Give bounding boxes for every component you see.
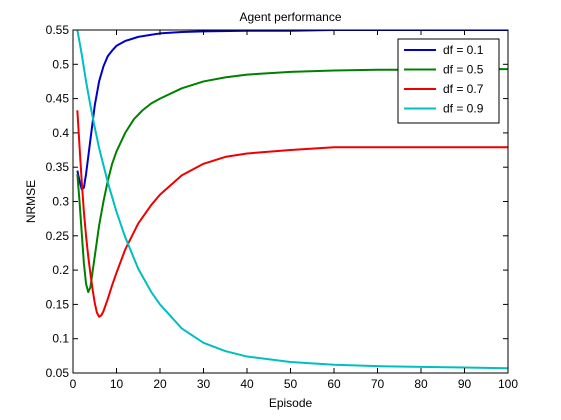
x-tick-label: 50 — [284, 377, 298, 391]
y-tick-label: 0.05 — [46, 366, 70, 380]
y-tick-label: 0.1 — [52, 332, 69, 346]
y-tick-label: 0.45 — [46, 92, 70, 106]
x-tick-label: 70 — [371, 377, 385, 391]
y-tick-label: 0.25 — [46, 229, 70, 243]
legend-label-3: df = 0.7 — [443, 82, 484, 96]
axes-layer: 0 10 20 30 40 50 60 70 80 90 100 0.05 0.1 0.15 0.2 0.25… — [46, 23, 519, 391]
x-tick-label: 20 — [153, 377, 167, 391]
legend-label-2: df = 0.5 — [443, 63, 484, 77]
x-tick-label: 0 — [70, 377, 77, 391]
y-tick-label: 0.55 — [46, 23, 70, 37]
y-tick-label: 0.3 — [52, 195, 69, 209]
y-axis-label: NRMSE — [24, 180, 38, 223]
y-tick-label: 0.2 — [52, 263, 69, 277]
x-axis-label: Episode — [269, 396, 313, 410]
y-tick-label: 0.15 — [46, 297, 70, 311]
y-tick-label: 0.35 — [46, 160, 70, 174]
x-tick-label: 40 — [240, 377, 254, 391]
x-tick-label: 80 — [414, 377, 428, 391]
x-tick-label: 10 — [110, 377, 124, 391]
chart-title: Agent performance — [239, 10, 341, 24]
legend-label-1: df = 0.1 — [443, 43, 484, 57]
y-tick-label: 0.4 — [52, 126, 69, 140]
legend: df = 0.1 df = 0.5 df = 0.7 df = 0.9 — [397, 38, 500, 124]
x-tick-label: 60 — [327, 377, 341, 391]
series-line-3 — [76, 110, 508, 318]
series-line-1 — [76, 30, 508, 191]
x-tick-label: 30 — [197, 377, 211, 391]
y-tick-label: 0.5 — [52, 57, 69, 71]
legend-label-4: df = 0.9 — [443, 102, 484, 116]
x-tick-label: 90 — [458, 377, 472, 391]
series-line-2 — [76, 68, 508, 294]
series-layer — [76, 30, 508, 370]
x-tick-label: 100 — [498, 377, 518, 391]
series-line-4 — [76, 30, 508, 370]
